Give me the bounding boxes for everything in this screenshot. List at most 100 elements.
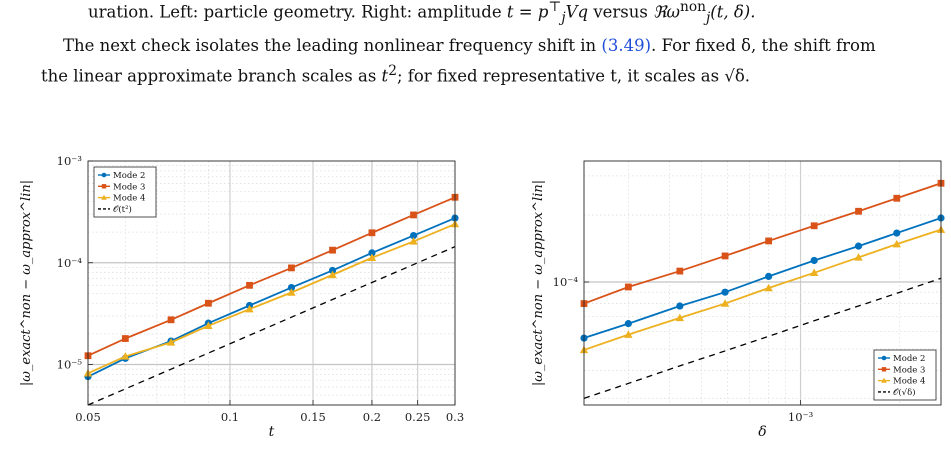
legend-label: Mode 4 bbox=[113, 194, 145, 204]
data-point bbox=[121, 352, 130, 360]
data-point bbox=[368, 249, 376, 257]
data-point bbox=[810, 222, 818, 230]
paragraph-line-2: the linear approximate branch scales as … bbox=[41, 60, 750, 88]
y-axis-label: |ω_exact^non − ω_approx^lin| bbox=[531, 180, 546, 386]
series-line bbox=[87, 246, 456, 406]
caption-re-sup: non bbox=[680, 0, 706, 15]
data-point bbox=[764, 283, 773, 292]
data-point bbox=[121, 335, 129, 342]
data-point bbox=[854, 242, 863, 250]
data-point bbox=[676, 302, 684, 310]
data-point bbox=[893, 194, 901, 202]
series-line bbox=[87, 196, 456, 357]
caption-amp-sup: ⊤ bbox=[548, 0, 562, 15]
x-tick-label: 0.3 bbox=[446, 410, 464, 424]
data-point bbox=[409, 237, 418, 245]
legend-marker bbox=[101, 172, 107, 178]
legend-label: Mode 3 bbox=[113, 182, 145, 192]
y-axis-label: |ω_exact^non − ω_approx^lin| bbox=[19, 180, 34, 386]
data-point bbox=[329, 246, 336, 254]
data-point bbox=[288, 264, 295, 272]
grid-x bbox=[627, 161, 901, 405]
data-point bbox=[204, 299, 212, 307]
x-tick-label: 0.25 bbox=[405, 410, 431, 424]
equation-ref-link[interactable]: (3.49) bbox=[601, 36, 652, 55]
data-point bbox=[328, 266, 337, 275]
x-tick-label: 0.15 bbox=[300, 410, 326, 424]
series-3 bbox=[579, 225, 946, 354]
caption-amp-expr: p bbox=[537, 2, 549, 22]
y-tick-label: 10⁻⁴ bbox=[553, 275, 579, 289]
data-point bbox=[624, 283, 632, 291]
x-axis-label: δ bbox=[758, 424, 766, 440]
legend-label: 𝒪(√δ) bbox=[893, 387, 916, 398]
legend-label: 𝒪(t²) bbox=[113, 204, 132, 215]
data-point bbox=[676, 267, 684, 275]
y-tick-label: 10⁻⁵ bbox=[57, 358, 83, 372]
legend-marker bbox=[101, 184, 107, 189]
caption-text-a: uration. Left: particle geometry. Right:… bbox=[88, 2, 507, 22]
para-line2-b: ; for fixed representative t, it scales … bbox=[396, 66, 751, 86]
data-point bbox=[287, 283, 296, 292]
axes-box bbox=[87, 160, 456, 406]
caption-re-args: (t, δ). bbox=[710, 2, 756, 22]
data-point bbox=[367, 253, 377, 261]
series-3 bbox=[83, 219, 460, 377]
para-line1-b: . For fixed δ, the shift from bbox=[651, 36, 876, 55]
data-point bbox=[328, 270, 337, 279]
legend-label: Mode 2 bbox=[893, 354, 925, 364]
data-point bbox=[721, 288, 729, 296]
caption-eq: = bbox=[513, 2, 538, 22]
y-tick-label: 10⁻³ bbox=[57, 154, 83, 168]
legend-marker bbox=[881, 355, 887, 361]
data-point bbox=[765, 272, 773, 280]
data-point bbox=[809, 268, 819, 277]
para-line2-a: the linear approximate branch scales as bbox=[41, 66, 382, 86]
data-point bbox=[246, 281, 253, 289]
legend-marker bbox=[881, 367, 887, 372]
legend-label: Mode 2 bbox=[113, 171, 145, 181]
x-tick-label: 0.1 bbox=[221, 410, 239, 424]
data-point bbox=[855, 207, 862, 215]
figure-caption-tail: uration. Left: particle geometry. Right:… bbox=[88, 0, 755, 29]
data-point bbox=[409, 231, 418, 240]
caption-text-b: versus bbox=[588, 2, 654, 22]
data-point bbox=[854, 253, 863, 261]
chart-2: 10⁻³ 10⁻⁴ δ |ω_exact^non − ω_approx^lin| Mod… bbox=[531, 160, 946, 440]
legend-marker bbox=[101, 194, 107, 200]
data-point bbox=[765, 237, 773, 245]
para-line2-t: t bbox=[381, 66, 389, 86]
caption-amp-sub: j bbox=[561, 9, 566, 26]
data-point bbox=[204, 321, 213, 330]
caption-amp-rest: Vq bbox=[565, 2, 589, 22]
x-tick-label: 0.05 bbox=[75, 410, 101, 424]
para-line2-sup: 2 bbox=[388, 63, 397, 79]
x-tick-label: 0.2 bbox=[363, 410, 381, 424]
data-point bbox=[720, 299, 730, 307]
data-point bbox=[167, 316, 175, 324]
data-point bbox=[624, 320, 632, 328]
x-axis-label: t bbox=[269, 424, 275, 440]
series-4 bbox=[87, 246, 456, 406]
data-point bbox=[368, 229, 376, 237]
data-point bbox=[624, 330, 633, 338]
data-point bbox=[287, 288, 296, 296]
data-point bbox=[410, 211, 417, 219]
data-point bbox=[893, 229, 901, 237]
data-point bbox=[721, 252, 729, 260]
caption-re-sym: ℜω bbox=[653, 2, 680, 22]
legend-marker bbox=[881, 377, 887, 383]
data-point bbox=[245, 304, 254, 313]
data-point bbox=[166, 338, 176, 346]
series-line bbox=[87, 223, 456, 375]
data-point bbox=[892, 239, 901, 248]
axes-box bbox=[583, 160, 942, 406]
chart-1: 0.05 0.1 0.15 0.2 0.25 0.3 10⁻⁵ 10⁻⁴ 10⁻³ t |ω_exa… bbox=[19, 154, 464, 440]
legend-label: Mode 3 bbox=[893, 365, 925, 375]
para-line1-a: The next check isolates the leading nonl… bbox=[63, 36, 602, 55]
paragraph-line-1: The next check isolates the leading nonl… bbox=[63, 35, 876, 57]
caption-re-sub: j bbox=[706, 9, 711, 26]
